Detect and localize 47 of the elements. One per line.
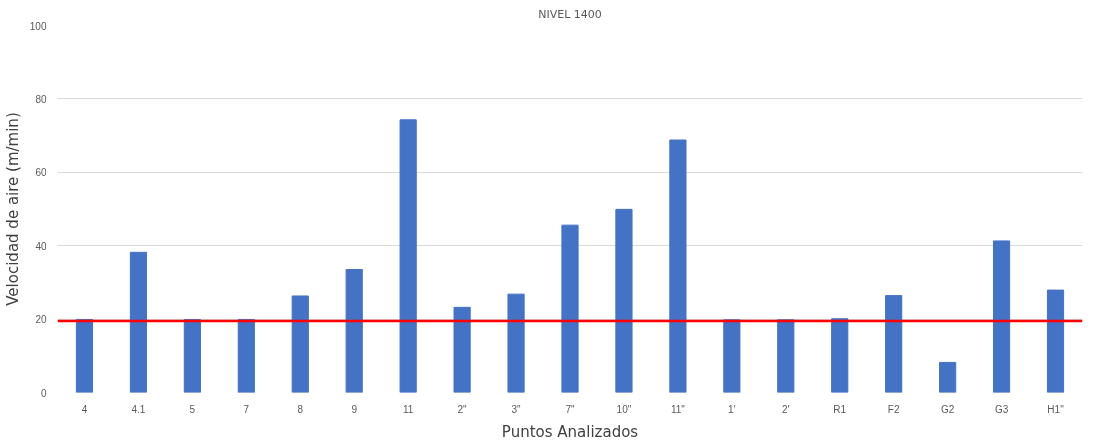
bar <box>615 208 633 393</box>
x-tick-label: 8 <box>297 403 304 415</box>
bar <box>399 119 417 393</box>
x-tick-label: 11 <box>402 403 414 415</box>
x-axis-title: Puntos Analizados <box>501 422 639 441</box>
x-tick-label: R1 <box>833 403 847 415</box>
x-tick-label: G3 <box>994 403 1009 415</box>
bar <box>723 319 741 393</box>
bar <box>992 240 1011 393</box>
bar <box>291 295 309 393</box>
x-tick-label: 4 <box>81 403 88 415</box>
bar <box>777 319 795 393</box>
bar <box>453 306 471 393</box>
y-tick-label: 80 <box>35 93 47 105</box>
x-tick-label: 10" <box>616 403 632 415</box>
bar <box>237 318 255 393</box>
x-tick-label: 2" <box>457 403 468 415</box>
chart-title: NIVEL 1400 <box>538 7 602 21</box>
x-tick-label: H1" <box>1047 403 1065 415</box>
bar <box>831 318 849 393</box>
y-tick-label: 100 <box>29 20 47 32</box>
y-tick-label: 60 <box>35 167 47 179</box>
x-tick-label: F2 <box>887 403 900 415</box>
x-tick-label: 7" <box>565 403 576 415</box>
bar <box>75 318 94 393</box>
bar <box>129 251 148 393</box>
y-tick-label: 20 <box>35 314 47 326</box>
bar <box>183 318 201 393</box>
bar <box>1046 289 1065 393</box>
x-tick-label: 4.1 <box>131 403 146 415</box>
y-tick-label: 0 <box>40 387 47 399</box>
x-tick-label: G2 <box>940 403 955 415</box>
x-tick-label: 2' <box>782 403 790 415</box>
bar <box>885 295 903 393</box>
x-tick-label: 3" <box>511 403 522 415</box>
x-tick-label: 7 <box>243 403 250 415</box>
bar <box>669 139 687 393</box>
y-axis-title: Velocidad de aire (m/min) <box>3 112 22 306</box>
bar <box>561 224 579 393</box>
x-tick-label: 9 <box>351 403 358 415</box>
x-tick-label: 1' <box>728 403 736 415</box>
bar <box>939 361 957 393</box>
bar <box>507 293 525 393</box>
x-tick-label: 5 <box>189 403 196 415</box>
y-tick-label: 40 <box>35 240 47 252</box>
x-tick-label: 11" <box>670 403 686 415</box>
bar <box>345 269 363 393</box>
